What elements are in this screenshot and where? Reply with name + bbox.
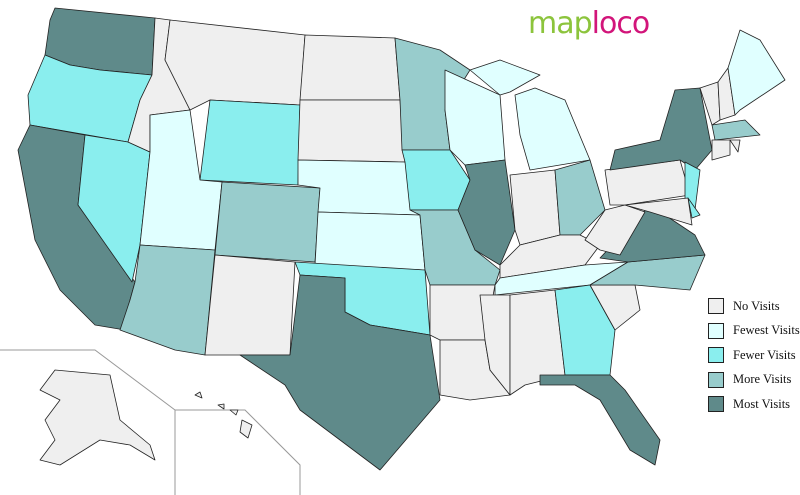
state-nc[interactable] — [589, 254, 706, 291]
logo-map: map — [528, 6, 593, 41]
state-shape[interactable] — [194, 391, 203, 399]
legend: No Visits Fewest Visits Fewer Visits Mor… — [708, 294, 800, 417]
state-nd[interactable] — [299, 34, 401, 101]
state-shape[interactable] — [239, 274, 441, 471]
legend-label: Fewer Visits — [733, 347, 796, 362]
state-ms[interactable] — [479, 294, 511, 396]
legend-item-fewer: Fewer Visits — [708, 343, 800, 368]
state-shape[interactable] — [711, 119, 761, 141]
state-az[interactable] — [119, 244, 216, 356]
state-ak[interactable] — [39, 369, 156, 466]
state-shape[interactable] — [687, 197, 701, 219]
state-ny[interactable] — [609, 87, 713, 171]
state-shape[interactable] — [314, 211, 426, 271]
state-shape[interactable] — [711, 139, 731, 161]
legend-item-none: No Visits — [708, 294, 800, 319]
state-shape[interactable] — [239, 419, 253, 439]
state-shape[interactable] — [214, 181, 321, 263]
inset-divider — [175, 409, 301, 495]
state-co[interactable] — [214, 181, 321, 263]
state-shape[interactable] — [479, 294, 511, 396]
state-shape[interactable] — [589, 254, 706, 291]
state-shape[interactable] — [609, 87, 713, 171]
state-ct[interactable] — [711, 139, 731, 161]
legend-item-more: More Visits — [708, 368, 800, 393]
state-shape[interactable] — [119, 244, 216, 356]
state-shape[interactable] — [217, 403, 225, 410]
legend-label: More Visits — [733, 372, 792, 387]
state-ga[interactable] — [554, 284, 616, 376]
state-md[interactable] — [624, 197, 693, 226]
inset-divider — [0, 349, 176, 495]
legend-swatch — [708, 371, 724, 388]
state-shape[interactable] — [39, 369, 156, 466]
state-shape[interactable] — [509, 169, 561, 246]
state-shape[interactable] — [539, 374, 661, 466]
state-shape[interactable] — [584, 204, 646, 256]
state-ri[interactable] — [729, 139, 741, 153]
state-ks[interactable] — [314, 211, 426, 271]
legend-label: Fewest Visits — [733, 323, 800, 338]
legend-swatch — [708, 347, 724, 364]
state-tx[interactable] — [239, 274, 441, 471]
state-fl[interactable] — [539, 374, 661, 466]
legend-label: Most Visits — [733, 396, 791, 411]
state-shape[interactable] — [624, 197, 693, 226]
legend-item-most: Most Visits — [708, 392, 800, 417]
state-mi[interactable] — [469, 59, 591, 171]
legend-swatch — [708, 298, 724, 315]
legend-swatch — [708, 322, 724, 339]
state-shape[interactable] — [229, 409, 239, 416]
state-shape[interactable] — [469, 59, 541, 96]
state-shape[interactable] — [727, 29, 786, 116]
state-shape[interactable] — [554, 284, 616, 376]
state-mt[interactable] — [164, 19, 306, 111]
state-shape[interactable] — [204, 254, 296, 356]
state-ma[interactable] — [711, 119, 761, 141]
state-shape[interactable] — [554, 159, 606, 236]
state-shape[interactable] — [299, 34, 401, 101]
logo-loco: loco — [591, 6, 651, 41]
legend-label: No Visits — [733, 298, 780, 313]
state-il[interactable] — [457, 159, 516, 266]
state-in[interactable] — [509, 169, 561, 246]
state-hi[interactable] — [194, 391, 253, 439]
state-shape[interactable] — [729, 139, 741, 153]
state-wv[interactable] — [584, 204, 646, 256]
state-nm[interactable] — [204, 254, 296, 356]
state-shape[interactable] — [457, 159, 516, 266]
state-shape[interactable] — [514, 87, 591, 171]
state-shape[interactable] — [297, 99, 406, 163]
state-sd[interactable] — [297, 99, 406, 163]
state-me[interactable] — [727, 29, 786, 116]
legend-item-fewest: Fewest Visits — [708, 319, 800, 344]
maploco-logo: maploco — [528, 6, 651, 41]
state-wy[interactable] — [199, 99, 301, 186]
state-de[interactable] — [687, 197, 701, 219]
state-shape[interactable] — [164, 19, 306, 111]
state-oh[interactable] — [554, 159, 606, 236]
state-shape[interactable] — [199, 99, 301, 186]
legend-swatch — [708, 396, 724, 413]
